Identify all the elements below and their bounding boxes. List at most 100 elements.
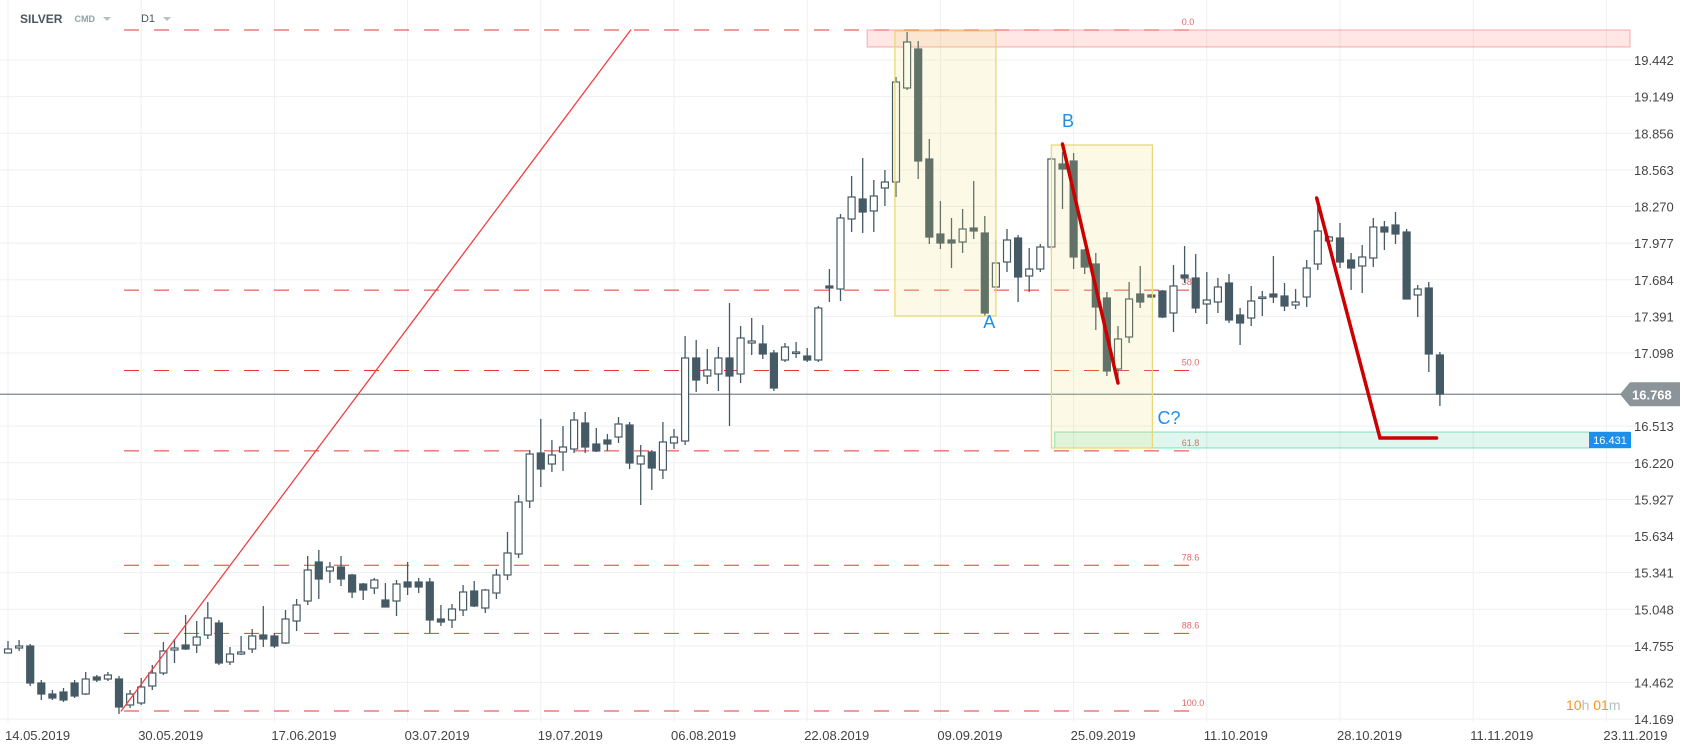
countdown-hours: 10 (1566, 697, 1582, 713)
candle-body-bullish (902, 41, 912, 89)
candle (1169, 265, 1178, 332)
candle (1013, 235, 1023, 302)
candle (891, 77, 901, 197)
candle-body-bearish (969, 227, 978, 232)
candle (914, 41, 923, 179)
candle (92, 675, 101, 682)
candle-body-bullish (569, 419, 579, 450)
candle (1313, 207, 1322, 270)
candle-body-bullish (281, 618, 290, 644)
wave-projection-line (1060, 142, 1120, 385)
candle (137, 678, 146, 705)
candle-body-bearish (92, 676, 101, 681)
y-tick-label: 18.563 (1634, 163, 1674, 178)
candle-body-bullish (392, 583, 401, 602)
candle (392, 580, 401, 616)
x-tick-label: 30.05.2019 (138, 728, 203, 743)
wave-projection-line (1314, 196, 1439, 440)
candle (1213, 278, 1223, 313)
candle-body-bullish (15, 645, 24, 649)
fib-level-label: 0.0 (1182, 17, 1195, 27)
candle-body-bullish (780, 346, 790, 361)
symbol-name[interactable]: SILVER (20, 12, 63, 26)
candle-body-bullish (1291, 301, 1300, 306)
candle-body-bullish (481, 589, 490, 609)
candle (170, 639, 179, 663)
countdown-minutes: 01 (1593, 697, 1609, 713)
candle-body-bullish (514, 501, 523, 555)
candle-body-bearish (1158, 290, 1167, 318)
candle-body-bullish (148, 672, 157, 687)
candle (625, 422, 634, 469)
candle-body-bullish (836, 217, 845, 290)
candle (447, 604, 457, 628)
candle (15, 640, 24, 651)
timeframe-dropdown-chevron-icon[interactable] (163, 17, 172, 21)
candle (1124, 282, 1134, 343)
y-tick-label: 15.634 (1634, 529, 1674, 544)
x-tick-label: 11.11.2019 (1470, 728, 1533, 743)
candle-body-bullish (669, 436, 679, 444)
candle (314, 550, 323, 599)
candle (592, 428, 601, 452)
instrument-type: CMD (74, 14, 95, 24)
candle-body-bullish (1369, 226, 1378, 259)
candle (1036, 244, 1045, 272)
candle (536, 419, 545, 487)
candle (647, 450, 656, 490)
candle-body-bullish (791, 351, 801, 355)
countdown-hours-unit: h (1581, 697, 1590, 713)
y-tick-label: 14.462 (1634, 676, 1674, 691)
candle-body-bullish (492, 574, 501, 594)
candle (1413, 285, 1422, 317)
candle (225, 647, 235, 665)
candle (481, 589, 490, 613)
symbol-dropdown-chevron-icon[interactable] (102, 17, 111, 21)
candle (1002, 229, 1012, 272)
candle-body-bearish (647, 451, 656, 469)
candle (703, 349, 712, 384)
candle (791, 342, 801, 358)
candle-body-bearish (436, 618, 445, 623)
candle-body-bearish (1235, 314, 1245, 324)
candle-body-bearish (581, 422, 590, 448)
candle (59, 688, 68, 702)
candle (1346, 253, 1356, 290)
candle-body-bullish (1247, 300, 1256, 319)
y-tick-label: 17.684 (1634, 273, 1674, 288)
x-tick-label: 23.11.2019 (1603, 728, 1667, 743)
candle-body-bearish (1391, 224, 1400, 235)
candle-body-bullish (636, 455, 645, 465)
candle (725, 303, 734, 426)
y-tick-label: 16.220 (1634, 456, 1674, 471)
candle (902, 32, 912, 90)
candle-body-bullish (447, 608, 457, 621)
candle-body-bearish (725, 357, 734, 377)
x-tick-label: 19.07.2019 (538, 728, 603, 743)
candle-body-bullish (714, 357, 723, 375)
candle (48, 690, 57, 700)
candle-body-bearish (1402, 231, 1411, 300)
candle (37, 680, 46, 700)
candle (1113, 326, 1123, 380)
candle-body-bullish (814, 307, 823, 361)
candle-body-bearish (1191, 277, 1200, 309)
candle (248, 629, 257, 653)
candle (1369, 218, 1378, 267)
fib-level-label: 88.6 (1182, 620, 1200, 630)
candle-body-bearish (1435, 354, 1445, 395)
target-price-label: 16.431 (1593, 435, 1627, 447)
y-tick-label: 17.977 (1634, 236, 1674, 251)
timeframe-selector[interactable]: D1 (140, 13, 156, 25)
candle-body-bullish (703, 369, 712, 377)
candle-body-bearish (925, 158, 934, 238)
candle-body-bullish (137, 686, 146, 704)
candle-body-bullish (3, 648, 13, 654)
x-tick-label: 28.10.2019 (1337, 728, 1402, 743)
candle (1380, 221, 1389, 250)
candle-body-bearish (425, 581, 434, 621)
candle-body-bullish (292, 604, 301, 622)
candle (825, 269, 834, 302)
candle-body-bullish (1313, 230, 1322, 265)
